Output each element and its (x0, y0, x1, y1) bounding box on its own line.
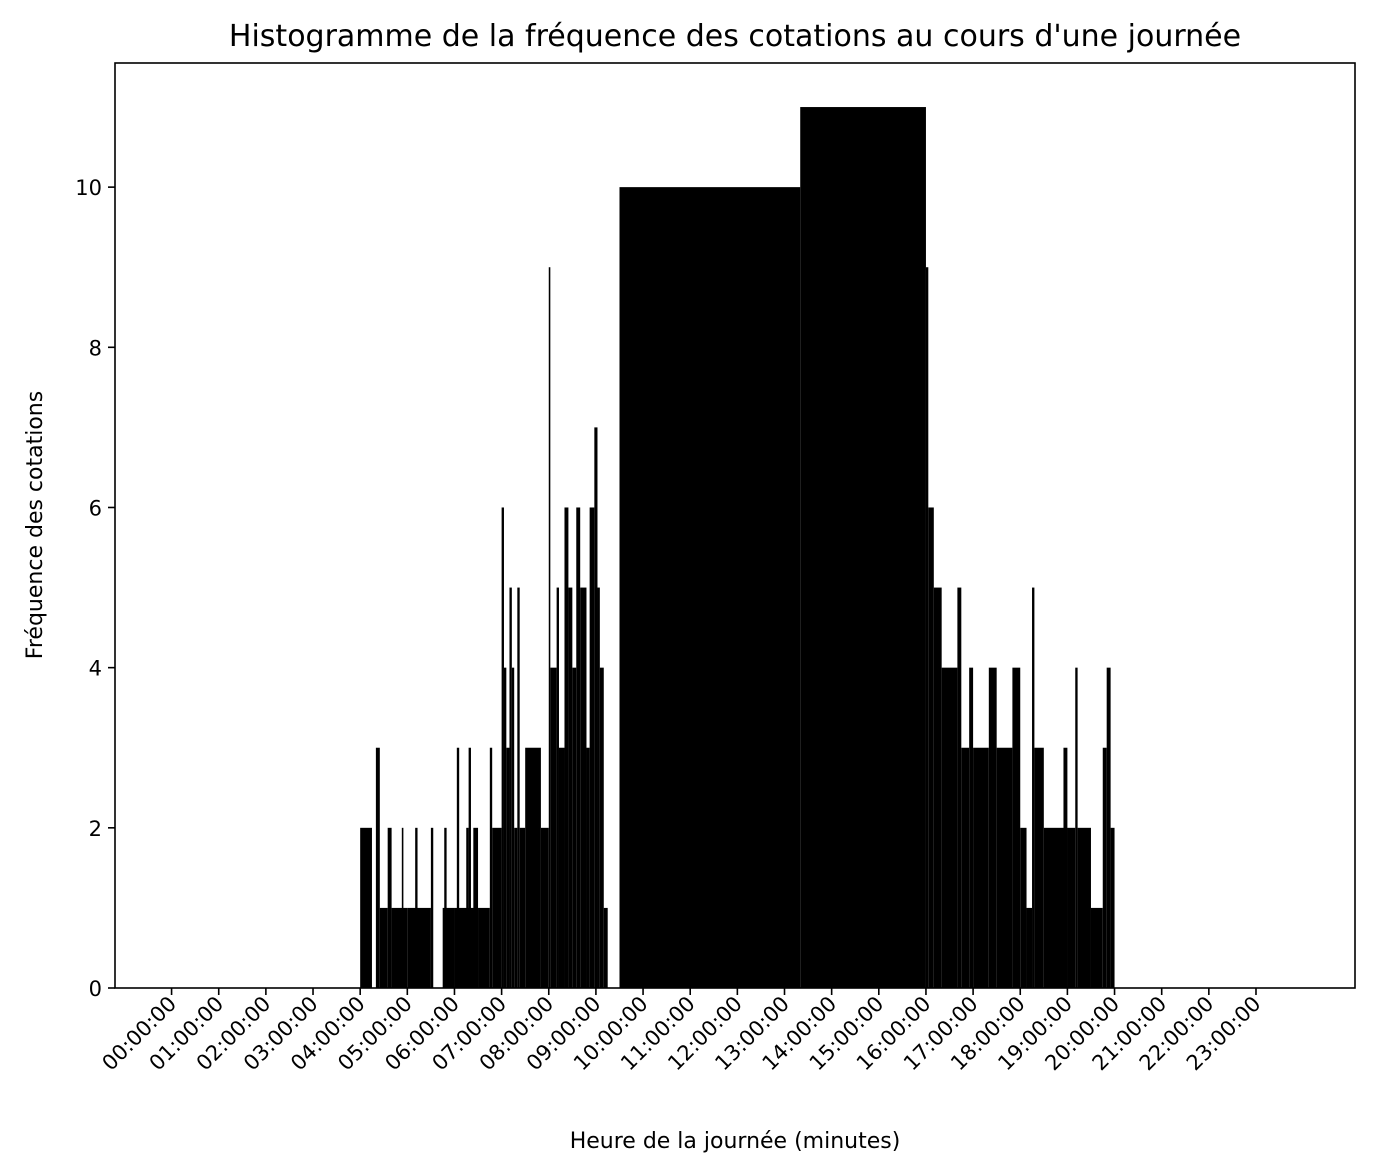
x-axis-ticks: 00:00:0001:00:0002:00:0003:00:0004:00:00… (97, 988, 1266, 1075)
histogram-bar-38 (576, 507, 581, 988)
bars-group (360, 107, 1115, 989)
histogram-bar-3 (379, 907, 388, 988)
histogram-bar-49 (928, 507, 934, 988)
histogram-bar-68 (1090, 907, 1103, 988)
histogram-bar-8 (415, 827, 418, 988)
histogram-bar-51 (941, 667, 958, 988)
histogram-bar-69 (1102, 747, 1107, 988)
histogram-bar-4 (387, 827, 392, 988)
histogram-bar-57 (996, 747, 1013, 988)
histogram-bar-7 (407, 907, 431, 988)
histogram-bar-43 (597, 587, 600, 988)
chart-title: Histogramme de la fréquence des cotation… (229, 19, 1241, 54)
histogram-bar-66 (1075, 667, 1078, 988)
histogram-bar-44 (599, 667, 604, 988)
histogram-bar-46 (619, 187, 801, 988)
histogram-bar-27 (517, 587, 520, 988)
histogram-bar-37 (572, 667, 577, 988)
histogram-bar-0 (360, 827, 372, 988)
histogram-bar-12 (444, 827, 447, 988)
histogram-bar-23 (506, 747, 510, 988)
histogram-bar-70 (1106, 667, 1111, 988)
y-tick-label-5: 10 (75, 176, 102, 200)
histogram-bar-71 (1110, 827, 1115, 988)
histogram-bar-39 (580, 587, 587, 988)
histogram-bar-42 (594, 427, 598, 989)
histogram-bar-35 (564, 507, 569, 988)
histogram-bar-20 (492, 827, 502, 988)
histogram-bar-26 (514, 827, 518, 988)
y-tick-label-2: 4 (89, 657, 102, 681)
histogram-bar-34 (558, 747, 565, 988)
histogram-bar-28 (519, 827, 526, 988)
histogram-bar-53 (961, 747, 970, 988)
histogram-bar-47 (800, 107, 926, 989)
x-axis-label: Heure de la journée (minutes) (570, 1129, 901, 1154)
histogram-bar-36 (568, 587, 573, 988)
histogram-bar-61 (1032, 587, 1035, 988)
histogram-bar-29 (525, 747, 541, 988)
histogram-bar-14 (456, 747, 460, 988)
histogram-bar-63 (1043, 827, 1068, 988)
histogram-bar-60 (1026, 907, 1033, 988)
y-tick-label-3: 6 (89, 496, 102, 520)
histogram-bar-24 (509, 587, 512, 988)
histogram-bar-11 (442, 907, 455, 988)
plot-frame (114, 62, 1356, 989)
histogram-bar-21 (501, 507, 504, 988)
histogram-bar-65 (1067, 827, 1076, 988)
histogram-bar-41 (589, 507, 595, 988)
histogram-bar-32 (550, 667, 557, 988)
y-tick-label-4: 8 (89, 336, 102, 360)
y-axis-label: Fréquence des cotations (23, 391, 48, 659)
histogram-bar-17 (473, 827, 479, 988)
histogram-bar-9 (430, 827, 434, 988)
histogram-bar-31 (548, 267, 551, 988)
histogram-bar-64 (1063, 747, 1068, 988)
histogram-bar-2 (375, 747, 380, 988)
histogram-bar-16 (468, 747, 471, 988)
histogram-bar-55 (973, 747, 989, 988)
histogram-bar-15 (466, 827, 469, 988)
y-axis-ticks: 0 2 4 6 8 10 (75, 176, 115, 1001)
y-tick-label-1: 2 (89, 817, 102, 841)
histogram-bar-5 (391, 907, 408, 988)
histogram-bar-52 (957, 587, 962, 988)
histogram-bar-25 (511, 667, 515, 988)
histogram-bar-6 (401, 827, 404, 988)
histogram-bar-22 (503, 667, 507, 988)
histogram-bar-54 (969, 667, 974, 988)
histogram-bar-62 (1034, 747, 1044, 988)
histogram-bar-59 (1020, 827, 1027, 988)
histogram-bar-33 (556, 587, 559, 988)
histogram-bar-30 (540, 827, 549, 988)
histogram-bar-56 (988, 667, 997, 988)
histogram-bar-45 (603, 907, 608, 988)
histogram-bar-40 (586, 747, 590, 988)
histogram-bar-58 (1012, 667, 1021, 988)
histogram-bar-48 (925, 267, 929, 988)
y-tick-label-0: 0 (89, 977, 102, 1001)
histogram-bar-19 (489, 747, 493, 988)
histogram-bar-67 (1077, 827, 1091, 988)
histogram-bar-18 (478, 907, 490, 988)
histogram-bar-50 (933, 587, 942, 988)
